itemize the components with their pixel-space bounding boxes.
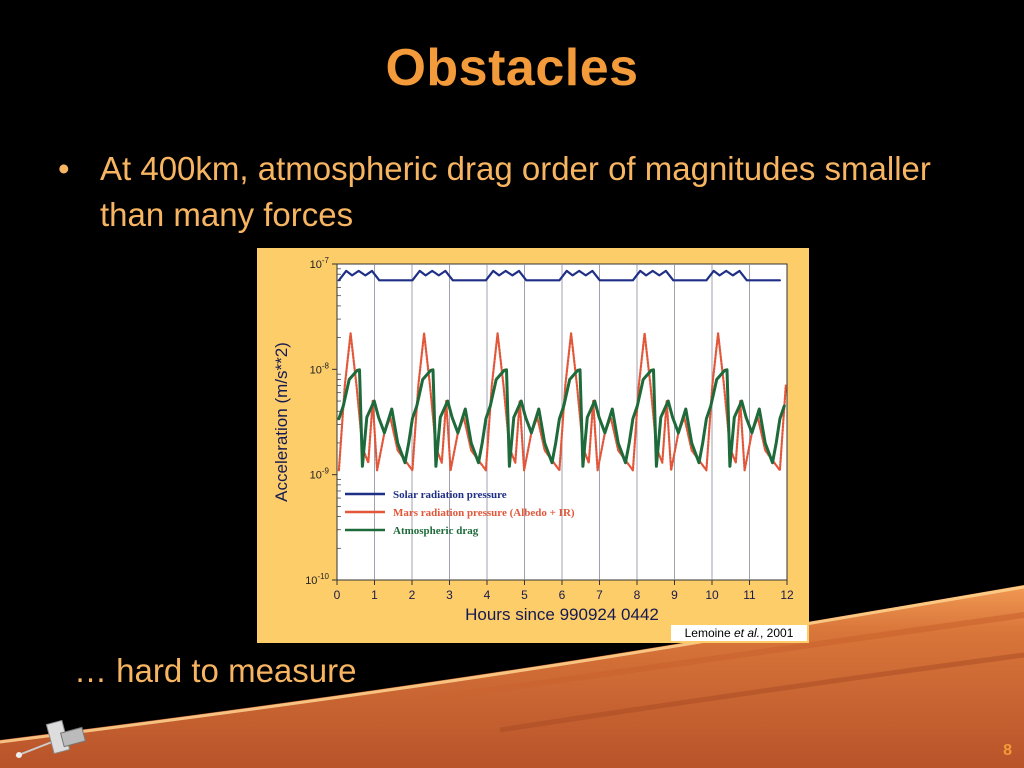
x-tick-label: 3 (446, 588, 453, 602)
slide-title: Obstacles (385, 39, 639, 97)
x-tick-label: 11 (743, 588, 756, 602)
bullet-marker: • (58, 150, 70, 187)
y-tick-label: 10-8 (310, 361, 330, 376)
x-tick-label: 6 (559, 588, 566, 602)
x-tick-label: 10 (705, 588, 719, 602)
bullet-text: At 400km, atmospheric drag order of magn… (100, 150, 931, 233)
x-tick-label: 8 (634, 588, 641, 602)
y-tick-label: 10-10 (305, 572, 329, 587)
y-tick-label: 10-7 (310, 256, 330, 271)
x-axis-label: Hours since 990924 0442 (465, 605, 659, 624)
x-tick-label: 2 (409, 588, 416, 602)
spacecraft-icon (15, 719, 86, 758)
legend-label: Mars radiation pressure (Albedo + IR) (393, 507, 575, 519)
series-atmospheric-drag (337, 368, 786, 468)
legend-label: Atmospheric drag (393, 525, 479, 537)
x-tick-label: 12 (780, 588, 794, 602)
closing-remark: … hard to measure (74, 652, 357, 689)
credit-year: , 2001 (760, 626, 794, 640)
x-tick-label: 4 (484, 588, 491, 602)
figure-credit: Lemoine et al., 2001 (671, 625, 807, 641)
x-tick-label: 1 (371, 588, 378, 602)
legend-label: Solar radiation pressure (393, 489, 507, 501)
credit-author: Lemoine (684, 626, 734, 640)
x-tick-label: 9 (671, 588, 678, 602)
y-axis-label: Acceleration (m/s**2) (272, 342, 291, 502)
acceleration-figure: 0 1 2 3 4 5 6 7 8 9 10 11 12 10-10 10-9 10-8 10-7 Hours s… (257, 248, 809, 643)
x-tick-label: 7 (596, 588, 603, 602)
y-tick-label: 10-9 (310, 467, 330, 482)
x-tick-label: 5 (521, 588, 528, 602)
series-solar-radiation-pressure (337, 269, 782, 282)
credit-etal: et al. (733, 626, 760, 640)
page-number: 8 (1003, 742, 1012, 759)
x-tick-label: 0 (334, 588, 341, 602)
